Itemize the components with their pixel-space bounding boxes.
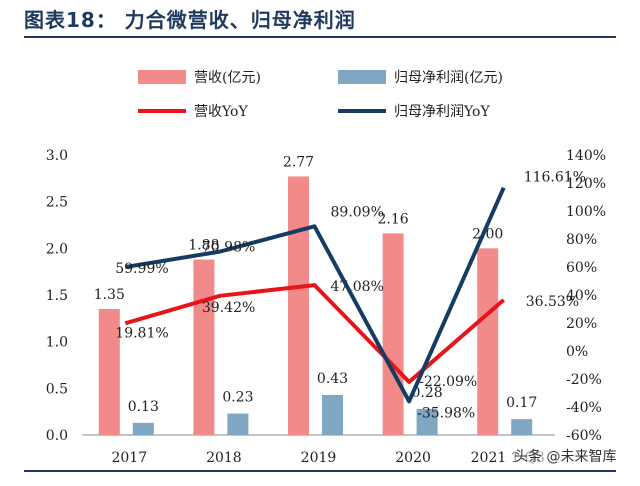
profit-yoy-label-0: 59.99% xyxy=(115,261,168,277)
profit-bar-label-3: 0.28 xyxy=(412,385,443,401)
profit-bar-0 xyxy=(132,422,154,435)
revenue-yoy-label-2: 47.08% xyxy=(331,279,384,295)
title-underline xyxy=(24,36,616,38)
revenue-bar-3 xyxy=(382,233,404,435)
revenue-yoy-label-1: 39.42% xyxy=(202,300,255,316)
right-tick-label-5: 40% xyxy=(566,288,597,304)
right-tick-label-2: -20% xyxy=(566,372,602,388)
right-tick-label-1: -40% xyxy=(566,400,602,416)
x-tick-label-1: 2018 xyxy=(206,450,242,466)
legend-label-3: 归母净利润YoY xyxy=(394,103,490,120)
profit-bar-2 xyxy=(322,394,343,435)
revenue-yoy-line xyxy=(124,283,506,384)
right-tick-label-4: 20% xyxy=(566,316,597,332)
bottom-rule xyxy=(24,470,616,472)
legend-label-0: 营收(亿元) xyxy=(194,70,261,86)
profit-yoy-line xyxy=(124,186,506,404)
profit-bar-label-2: 0.43 xyxy=(317,371,348,387)
profit-yoy-label-2: 89.09% xyxy=(331,204,384,220)
revenue-bar-label-3: 2.16 xyxy=(378,211,409,227)
right-tick-label-7: 80% xyxy=(566,232,597,248)
profit-bar-label-0: 0.13 xyxy=(128,399,159,415)
left-tick-label-5: 2.5 xyxy=(46,195,68,211)
revenue-bar-2 xyxy=(288,176,309,435)
profit-yoy-label-3: -35.98% xyxy=(417,405,475,421)
left-tick-label-3: 1.5 xyxy=(46,288,68,304)
profit-bar-label-4: 0.17 xyxy=(506,395,537,411)
legend-label-1: 归母净利润(亿元) xyxy=(394,69,503,86)
profit-bar-3 xyxy=(416,408,438,435)
profit-bar-4 xyxy=(511,419,533,435)
x-tick-label-2: 2019 xyxy=(301,450,337,466)
revenue-bar-4 xyxy=(477,248,499,435)
left-tick-label-1: 0.5 xyxy=(46,381,68,397)
revenue-bar-1 xyxy=(193,259,215,435)
watermark: 头条 @未来智库 xyxy=(514,446,617,466)
left-tick-label-0: 0.0 xyxy=(46,428,68,444)
legend-swatch-1 xyxy=(338,70,386,84)
right-tick-label-9: 120% xyxy=(566,176,606,192)
profit-bar-1 xyxy=(227,413,249,435)
left-tick-label-4: 2.0 xyxy=(46,241,68,257)
title-bar: 图表18： 力合微营收、归母净利润 xyxy=(0,0,640,40)
x-tick-label-0: 2017 xyxy=(111,450,147,466)
chart-title: 图表18： 力合微营收、归母净利润 xyxy=(24,8,356,32)
profit-yoy-label-1: 70.98% xyxy=(202,240,255,256)
revenue-yoy-label-3: -22.09% xyxy=(419,374,477,390)
revenue-yoy-label-0: 19.81% xyxy=(115,325,168,341)
revenue-yoy-label-4: 36.53% xyxy=(526,294,579,310)
right-tick-label-10: 140% xyxy=(566,148,606,164)
profit-bar-label-1: 0.23 xyxy=(222,390,253,406)
left-tick-label-2: 1.0 xyxy=(46,335,68,351)
legend-swatch-0 xyxy=(138,70,186,84)
right-tick-label-6: 60% xyxy=(566,260,597,276)
revenue-bar-label-2: 2.77 xyxy=(283,154,314,170)
revenue-bar-label-0: 1.35 xyxy=(94,287,125,303)
profit-yoy-label-4: 116.61% xyxy=(524,170,586,186)
revenue-bar-0 xyxy=(98,309,120,435)
x-tick-label-3: 2020 xyxy=(395,450,431,466)
right-tick-label-0: -60% xyxy=(566,428,602,444)
revenue-bar-label-1: 1.88 xyxy=(188,238,219,254)
right-tick-label-8: 100% xyxy=(566,204,606,220)
left-tick-label-6: 3.0 xyxy=(46,148,68,164)
legend-label-2: 营收YoY xyxy=(194,104,248,120)
right-tick-label-3: 0% xyxy=(566,344,588,360)
